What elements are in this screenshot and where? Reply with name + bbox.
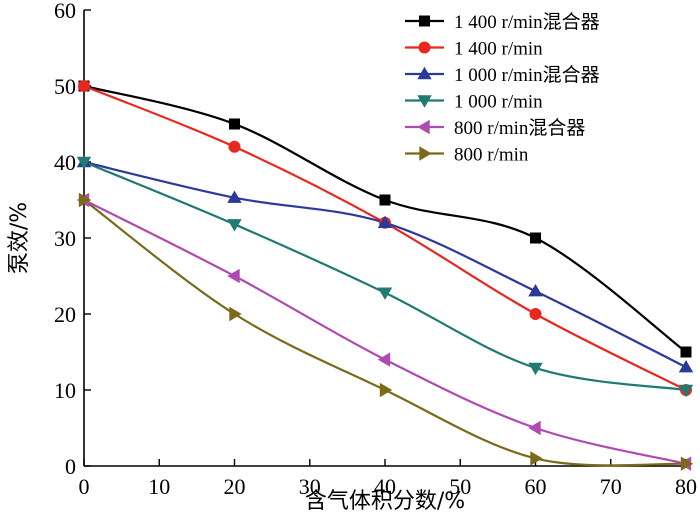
- series-line-3: [83, 160, 687, 369]
- legend-marker: [418, 41, 431, 54]
- series-line-6: [83, 199, 687, 467]
- y-tick-label: 40: [54, 150, 76, 175]
- legend-label: 1 000 r/min: [454, 92, 543, 113]
- series-4-point: [377, 287, 393, 300]
- series-6-point: [379, 382, 393, 398]
- legend-label: 800 r/min: [454, 145, 529, 166]
- x-tick-label: 30: [299, 474, 321, 499]
- legend-marker: [417, 95, 432, 108]
- y-tick-label: 10: [54, 378, 76, 403]
- series-2-point: [529, 308, 542, 320]
- series-5-point: [377, 352, 391, 367]
- y-tick-label: 0: [65, 454, 76, 479]
- series-3-point: [377, 215, 393, 228]
- y-tick-label: 50: [54, 74, 76, 99]
- series-6-point: [680, 456, 694, 471]
- series-5-point: [528, 420, 541, 436]
- x-tick-label: 80: [675, 474, 697, 499]
- series-3-point: [528, 284, 543, 297]
- series-5-point: [227, 268, 240, 284]
- series-1-point: [379, 194, 391, 206]
- series-4-point: [528, 362, 543, 376]
- series-line-2: [83, 84, 687, 391]
- x-axis-title: 含气体积分数/%: [305, 489, 465, 514]
- legend-label: 1 400 r/min混合器: [454, 11, 600, 33]
- legend-label: 1 000 r/min混合器: [454, 64, 600, 86]
- series-1-point: [229, 118, 240, 130]
- x-tick-label: 40: [374, 474, 396, 499]
- series-4-point: [678, 384, 694, 398]
- series-6-point: [530, 451, 543, 466]
- x-tick-label: 70: [600, 474, 622, 499]
- series-4-point: [76, 156, 92, 170]
- x-tick-label: 20: [224, 474, 246, 499]
- series-3-point: [678, 360, 694, 373]
- x-tick-label: 60: [525, 474, 547, 499]
- series-1-point: [530, 232, 541, 244]
- series-2-point: [228, 140, 241, 153]
- y-tick-label: 20: [54, 302, 76, 327]
- x-tick-label: 0: [79, 474, 90, 499]
- series-1-point: [680, 346, 692, 358]
- y-axis-title: 泵效/%: [7, 202, 32, 274]
- legend-marker: [419, 15, 430, 27]
- x-tick-label: 10: [148, 474, 170, 499]
- legend-marker: [419, 146, 432, 161]
- series-6-point: [78, 192, 92, 208]
- legend-label: 1 400 r/min: [454, 39, 543, 60]
- y-tick-label: 60: [54, 0, 76, 23]
- series-2-point: [78, 80, 90, 92]
- legend-label: 800 r/min混合器: [454, 117, 585, 139]
- legend-marker: [417, 66, 432, 80]
- y-tick-label: 30: [54, 226, 76, 251]
- series-3-point: [227, 190, 242, 203]
- legend-marker: [417, 119, 430, 135]
- x-tick-label: 50: [449, 474, 471, 499]
- series-6-point: [229, 306, 242, 322]
- series-line-5: [83, 199, 687, 465]
- series-4-point: [227, 219, 242, 232]
